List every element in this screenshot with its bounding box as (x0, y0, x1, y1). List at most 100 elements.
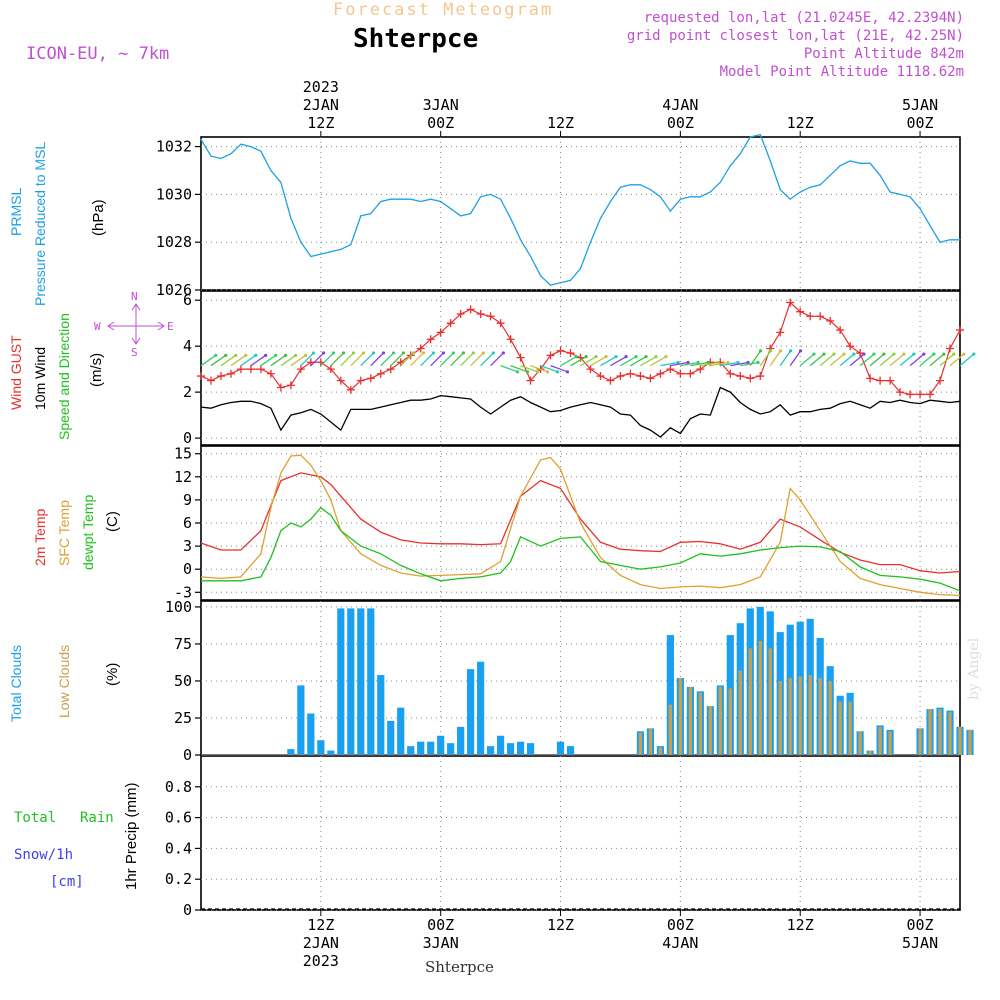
point-altitude: Point Altitude 842m (803, 46, 964, 62)
wind-arrow (350, 352, 364, 367)
gust-point (446, 319, 455, 328)
low-cloud-bar (748, 648, 752, 755)
gust-point (586, 365, 595, 374)
wind-arrow (360, 352, 374, 367)
wind-arrow (480, 352, 494, 367)
wind-arrow-head (882, 352, 886, 356)
prmsl-point (360, 215, 362, 217)
gust-point (906, 390, 915, 399)
wind-arrow-head (501, 351, 505, 355)
gust-point (476, 309, 485, 318)
low-cloud-bar (758, 640, 762, 755)
gust-point (386, 365, 395, 374)
total-cloud-bar (417, 741, 425, 755)
prmsl-point (589, 241, 592, 243)
prmsl-point (220, 157, 222, 160)
low-cloud-bar (808, 675, 812, 755)
model-name: ICON-EU, ~ 7km (26, 44, 170, 64)
wind-arrow (540, 365, 558, 373)
wind-arrow (550, 365, 568, 373)
prmsl-point (799, 191, 801, 193)
y-tick-label: 6 (183, 514, 192, 532)
gust-point (416, 344, 425, 353)
gust-point (626, 369, 635, 378)
y-tick-label: 1030 (156, 185, 192, 203)
y-tick-label: 0.2 (165, 870, 192, 888)
wind-arrow-head (736, 360, 740, 365)
wind-arrow (400, 352, 414, 367)
prmsl-point (350, 243, 352, 246)
wind-arrow (789, 350, 802, 367)
compass-north: N (131, 290, 138, 303)
gust-point (516, 353, 525, 362)
low-cloud-bar (788, 678, 792, 755)
wind-arrow (510, 365, 528, 373)
bottom-time-label: 12Z (547, 916, 574, 934)
wind-arrow-head (254, 353, 258, 357)
prmsl-point (500, 198, 502, 200)
wind-arrow-head (604, 355, 608, 359)
top-date-label: 5JAN (902, 96, 938, 114)
low-cloud-bar (638, 732, 643, 755)
prmsl-point (340, 248, 342, 250)
prmsl-point (460, 215, 462, 217)
y-tick-label: 2 (183, 383, 192, 401)
wind-arrow (819, 353, 835, 367)
wind-arrow-head (321, 351, 326, 355)
wind-arrow (650, 356, 667, 367)
gust-point (486, 312, 495, 321)
wind-arrow (640, 356, 657, 367)
prmsl-point (420, 200, 422, 203)
wind-arrow (320, 352, 335, 367)
wind-arrow (839, 353, 855, 367)
precip-snow-label: Snow/1h (14, 847, 74, 863)
panel-frame-clouds (200, 600, 961, 756)
wind-arrow-head (584, 355, 588, 359)
compass-east: E (167, 320, 174, 333)
prmsl-point (779, 188, 781, 191)
wind-arrow (809, 353, 825, 367)
series-prmsl-line (200, 133, 960, 286)
wind-arrow-head (862, 352, 866, 356)
wind-arrow-head (676, 360, 680, 365)
y-tick-label: 9 (183, 491, 192, 509)
top-time-label: 00Z (427, 114, 454, 132)
low-cloud-bar (878, 726, 882, 755)
prmsl-point (270, 169, 272, 172)
prmsl-point (390, 198, 392, 200)
prmsl-point (829, 174, 831, 176)
wind-arrow-head (768, 349, 773, 353)
series-temp-line-2 (201, 506, 961, 592)
wind-arrow (909, 353, 925, 367)
wind-arrow (380, 352, 394, 367)
gust-point (596, 372, 605, 381)
total-cloud-bar (437, 735, 445, 755)
wind-arrow-head (284, 353, 288, 357)
wind-arrow (620, 356, 637, 367)
wind-arrow-head (391, 351, 396, 355)
precip-cm-label: [cm] (50, 874, 84, 890)
low-cloud-bar (678, 678, 682, 755)
wind-arrow-head (832, 352, 836, 356)
low-cloud-bar (818, 678, 822, 755)
prmsl-point (629, 184, 632, 186)
total-cloud-bar (337, 608, 345, 755)
wind-arrow (829, 353, 845, 367)
wind-arrow-head (461, 351, 465, 355)
prmsl-point (559, 282, 562, 284)
y-tick-label: 25 (174, 709, 192, 727)
total-cloud-bar (427, 741, 435, 755)
gust-point (776, 328, 785, 337)
gust-point (826, 316, 835, 325)
wind-arrow-head (644, 355, 648, 359)
bottom-date-label: 5JAN (902, 934, 938, 952)
wind-arrow (949, 353, 965, 367)
compass-south: S (131, 346, 138, 359)
prmsl-point (609, 200, 612, 203)
y-tick-label: 0 (183, 901, 192, 919)
gust-point (726, 369, 735, 378)
prmsl-point (889, 191, 891, 193)
wind-arrow (390, 352, 404, 367)
total-cloud-bar (666, 635, 674, 755)
wind-arrow (500, 365, 518, 373)
